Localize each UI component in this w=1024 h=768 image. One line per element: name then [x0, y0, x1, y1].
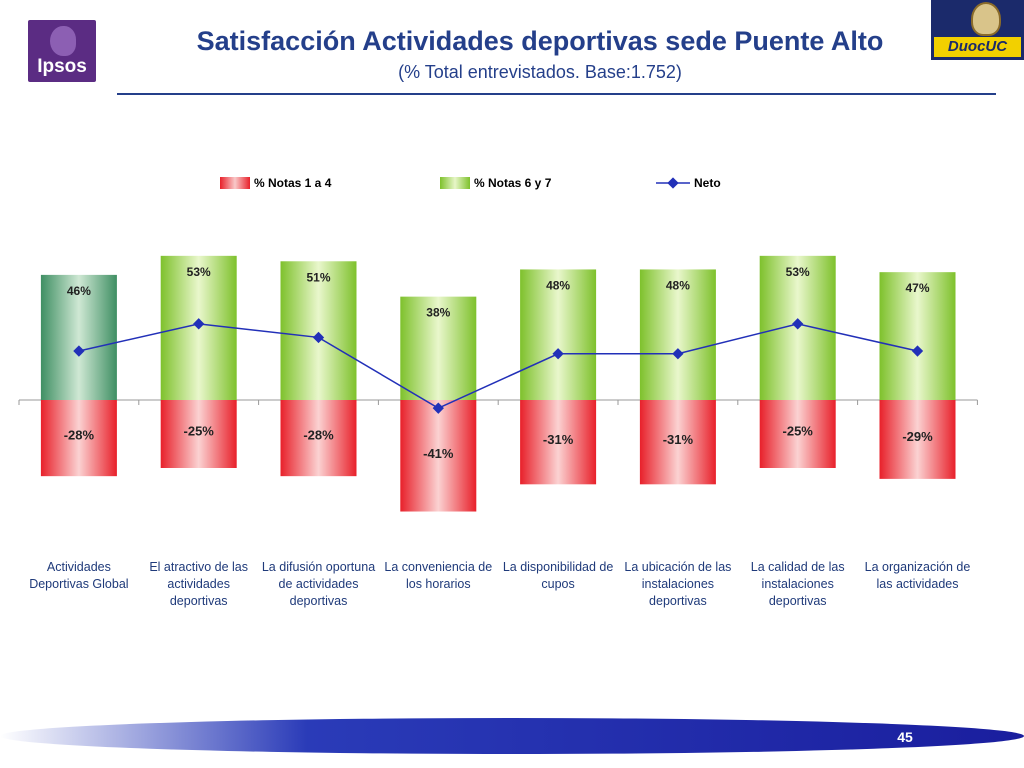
neto-point: [193, 318, 205, 330]
bar-positive: [400, 296, 477, 400]
data-label-negative: -31%: [663, 432, 694, 447]
bar-negative: [520, 400, 597, 485]
data-label-negative: -25%: [783, 423, 814, 438]
category-label: El atractivo de las actividades deportiv…: [149, 560, 249, 608]
ipsos-logo-text: Ipsos: [37, 56, 87, 77]
page-subtitle: (% Total entrevistados. Base:1.752): [398, 62, 682, 82]
duoc-seal-icon: [971, 2, 1001, 36]
bar-negative: [160, 400, 237, 468]
ipsos-logo: Ipsos: [28, 20, 96, 82]
neto-point: [432, 402, 444, 414]
page-number: 45: [897, 729, 913, 745]
data-label-negative: -25%: [184, 423, 215, 438]
legend-item-green: % Notas 6 y 7: [440, 175, 551, 191]
category-label: La ubicación de las instalaciones deport…: [624, 560, 732, 608]
legend-swatch-green: [440, 177, 470, 189]
legend-line-icon: [656, 177, 690, 189]
category-label: La conveniencia de los horarios: [384, 560, 493, 591]
neto-point: [312, 331, 325, 344]
data-label-positive: 53%: [187, 265, 211, 279]
data-label-negative: -41%: [423, 446, 454, 461]
data-label-positive: 48%: [546, 278, 570, 292]
neto-point: [911, 345, 924, 357]
bar-positive: [879, 272, 956, 400]
legend-label-red: % Notas 1 a 4: [254, 176, 332, 190]
data-label-positive: 38%: [426, 306, 450, 320]
bar-negative: [879, 400, 956, 479]
bar-positive: [639, 269, 716, 400]
data-label-positive: 47%: [905, 281, 929, 295]
legend-swatch-red: [220, 177, 250, 189]
data-label-positive: 51%: [306, 270, 330, 284]
neto-line: [78, 323, 918, 410]
bar-negative: [400, 400, 477, 512]
data-label-positive: 48%: [666, 278, 690, 292]
bar-positive: [40, 274, 117, 400]
bar-positive: [520, 269, 597, 400]
bar-negative: [280, 400, 357, 477]
footer-band: [0, 718, 1024, 754]
data-label-negative: -28%: [64, 428, 95, 443]
data-label-positive: 53%: [786, 265, 810, 279]
data-label-negative: -28%: [303, 428, 334, 443]
neto-point: [792, 318, 804, 330]
legend-item-red: % Notas 1 a 4: [220, 175, 331, 191]
category-label: La organización de las actividades: [864, 560, 971, 591]
duoc-logo-text: DuocUC: [934, 37, 1021, 57]
data-label-negative: -31%: [543, 432, 574, 447]
page-title: Satisfacción Actividades deportivas sede…: [196, 26, 884, 56]
bar-negative: [759, 400, 836, 468]
category-label: Actividades Deportivas Global: [29, 560, 129, 591]
data-label-positive: 46%: [67, 284, 91, 298]
category-label: La calidad de las instalaciones deportiv…: [750, 560, 845, 608]
bar-negative: [40, 400, 117, 477]
bar-positive: [280, 261, 357, 400]
neto-point: [672, 348, 684, 360]
data-label-negative: -29%: [902, 429, 933, 444]
category-label: La disponibilidad de cupos: [502, 560, 614, 591]
legend-label-neto: Neto: [694, 176, 721, 190]
category-label: La difusión oportuna de actividades depo…: [261, 560, 376, 608]
neto-point: [552, 348, 564, 360]
title-divider: [117, 93, 996, 95]
bar-negative: [639, 400, 716, 485]
legend-label-green: % Notas 6 y 7: [474, 176, 552, 190]
legend-item-neto: Neto: [656, 175, 721, 191]
ipsos-head-icon: [50, 26, 76, 56]
duoc-logo: DuocUC: [931, 0, 1024, 60]
